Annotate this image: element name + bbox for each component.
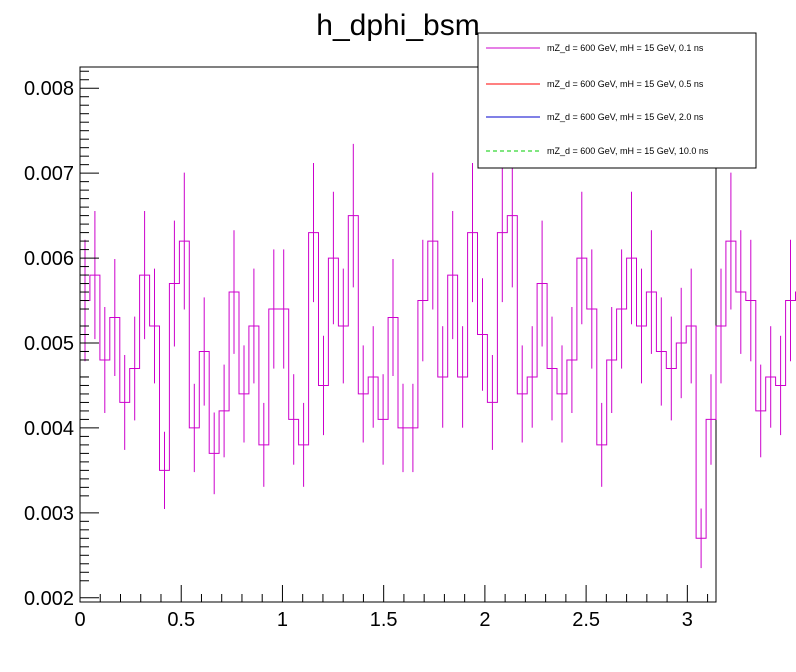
x-tick-label: 3 [682,609,693,631]
legend-box [477,32,757,169]
y-tick-label: 0.007 [24,163,74,185]
y-tick-label: 0.008 [24,78,74,100]
x-tick-label: 1.5 [370,609,398,631]
chart-title: h_dphi_bsm [316,9,479,42]
legend: mZ_d = 600 GeV, mH = 15 GeV, 0.1 ns mZ_d… [477,32,757,169]
legend-label-0p5ns: mZ_d = 600 GeV, mH = 15 GeV, 0.5 ns [547,79,704,89]
legend-label-0p1ns: mZ_d = 600 GeV, mH = 15 GeV, 0.1 ns [547,43,704,53]
legend-label-10p0ns: mZ_d = 600 GeV, mH = 15 GeV, 10.0 ns [547,146,709,156]
series-step-line [80,215,796,539]
y-tick-label: 0.006 [24,248,74,270]
y-tick-label: 0.002 [24,588,74,610]
y-tick-label: 0.005 [24,333,74,355]
y-tick-label: 0.003 [24,503,74,525]
x-tick-label: 2 [479,609,490,631]
x-tick-label: 0 [74,609,85,631]
legend-label-2p0ns: mZ_d = 600 GeV, mH = 15 GeV, 2.0 ns [547,112,704,122]
x-tick-label: 1 [277,609,288,631]
y-tick-label: 0.004 [24,418,74,440]
x-tick-label: 2.5 [572,609,600,631]
series-0 [80,143,796,569]
series-layer [80,143,796,569]
axis-layer: 0 0.5 1 1.5 2 2.5 3 0.002 0.003 0.004 0.005 0.006 0.… [24,70,709,631]
x-tick-label: 0.5 [167,609,195,631]
